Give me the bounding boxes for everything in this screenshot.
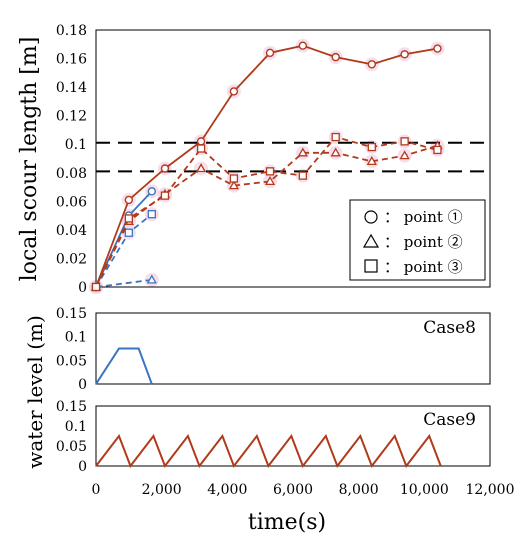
data-point-circle: [147, 187, 157, 196]
lower-y-axis-label: water level (m): [23, 315, 47, 469]
x-tick-label: 0: [92, 482, 101, 498]
top-plot-frame: [95, 29, 491, 288]
data-point-circle: [331, 52, 340, 62]
case9-plot-frame: [95, 405, 491, 467]
water-level-y-tick-label: 0.05: [56, 353, 87, 369]
data-point-triangle: [228, 180, 240, 190]
water-level-y-tick-label: 0.1: [65, 330, 87, 346]
data-point-circle: [160, 164, 170, 173]
top-y-tick-label: 0.04: [56, 223, 87, 239]
series-line-case9-square: [95, 136, 438, 288]
legend-entry-point-2: ： point ②: [384, 233, 463, 251]
data-point-circle: [400, 50, 409, 59]
series-line-case8-triangle: [95, 278, 152, 288]
water-level-y-tick-label: 0.15: [56, 306, 87, 322]
data-point-square: [124, 228, 133, 237]
data-point-square: [331, 132, 340, 142]
water-level-y-tick-label: 0.05: [56, 439, 87, 455]
top-y-tick-label: 0.02: [56, 251, 87, 267]
data-point-square: [229, 174, 239, 183]
data-point-triangle: [297, 147, 308, 157]
top-y-tick-label: 0.1: [65, 137, 87, 153]
case8-plot-frame: [95, 312, 491, 385]
x-tick-label: 10,000: [400, 482, 449, 498]
case8-water-level-series: [95, 347, 153, 385]
data-point-square: [298, 171, 308, 180]
legend-entry-point-3: ： point ③: [384, 258, 463, 276]
data-point-triangle: [264, 176, 276, 185]
x-tick-label: 4,000: [207, 482, 247, 498]
water-level-y-tick-label: 0.1: [65, 419, 87, 435]
data-point-square: [147, 210, 156, 219]
case8-water-level-panel: 0.15 0.1 0.05 0 Case8: [56, 306, 491, 393]
data-point-triangle: [366, 156, 377, 166]
case8-label: Case8: [423, 318, 476, 338]
legend-entry-point-1: ： point ①: [384, 208, 463, 226]
top-y-tick-label: 0: [78, 280, 87, 296]
legend-square-marker: [364, 259, 378, 273]
scour-length-panel: 0 0.02 0.04 0.06 0.08 0.1 0.12 0.14 0.16 0.18 loc…: [17, 23, 491, 296]
data-point-circle: [229, 87, 239, 96]
x-tick-label: 6,000: [273, 482, 313, 498]
case9-water-level-panel: 0.15 0.1 0.05 0 Case9: [56, 399, 491, 475]
case9-label: Case9: [423, 410, 476, 430]
top-y-tick-label: 0.14: [56, 80, 87, 96]
data-point-square: [124, 214, 133, 223]
water-level-y-tick-label: 0: [78, 459, 87, 475]
data-point-square: [265, 167, 275, 176]
data-point-triangle: [195, 163, 207, 173]
data-point-triangle: [330, 147, 341, 157]
data-point-circle: [124, 195, 134, 205]
x-tick-label: 8,000: [339, 482, 379, 498]
x-tick-label: 2,000: [142, 482, 182, 498]
x-tick-label: 12,000: [466, 482, 515, 498]
data-point-square: [91, 282, 101, 292]
water-level-line: [95, 347, 153, 385]
top-y-tick-labels: 0 0.02 0.04 0.06 0.08 0.1 0.12 0.14 0.16 0.18: [56, 23, 87, 296]
data-point-square: [400, 137, 409, 146]
top-y-tick-label: 0.16: [56, 52, 87, 68]
water-level-y-tick-label: 0.15: [56, 399, 87, 415]
data-point-square: [196, 144, 206, 153]
data-point-circle: [367, 60, 376, 69]
data-point-square: [433, 145, 442, 155]
case9-water-level-series: [95, 433, 442, 469]
data-point-square: [160, 191, 170, 200]
top-y-tick-label: 0.12: [56, 109, 87, 125]
x-axis-label: time(s): [248, 510, 326, 535]
case8-y-tick-labels: 0.15 0.1 0.05 0: [56, 306, 87, 393]
top-y-tick-label: 0.18: [56, 23, 87, 39]
data-point-triangle: [146, 274, 157, 284]
top-y-tick-label: 0.08: [56, 166, 87, 182]
water-level-line: [95, 433, 442, 469]
legend: ： point ① ： point ② ： point ③: [349, 199, 486, 281]
top-y-tick-label: 0.06: [56, 194, 87, 210]
data-point-circle: [196, 137, 206, 146]
case9-y-tick-labels: 0.15 0.1 0.05 0: [56, 399, 87, 475]
data-point-circle: [265, 48, 275, 58]
scour-series: [90, 41, 443, 292]
data-point-circle: [433, 44, 442, 53]
legend-circle-marker: [364, 210, 378, 224]
legend-triangle-marker: [362, 233, 380, 248]
water-level-y-tick-label: 0: [78, 377, 87, 393]
data-point-square: [367, 142, 376, 152]
data-point-triangle: [399, 150, 410, 160]
x-tick-labels: 0 2,000 4,000 6,000 8,000 10,000 12,000: [92, 482, 515, 498]
top-y-axis-label: local scour length [m]: [17, 37, 42, 282]
data-point-circle: [298, 41, 308, 50]
